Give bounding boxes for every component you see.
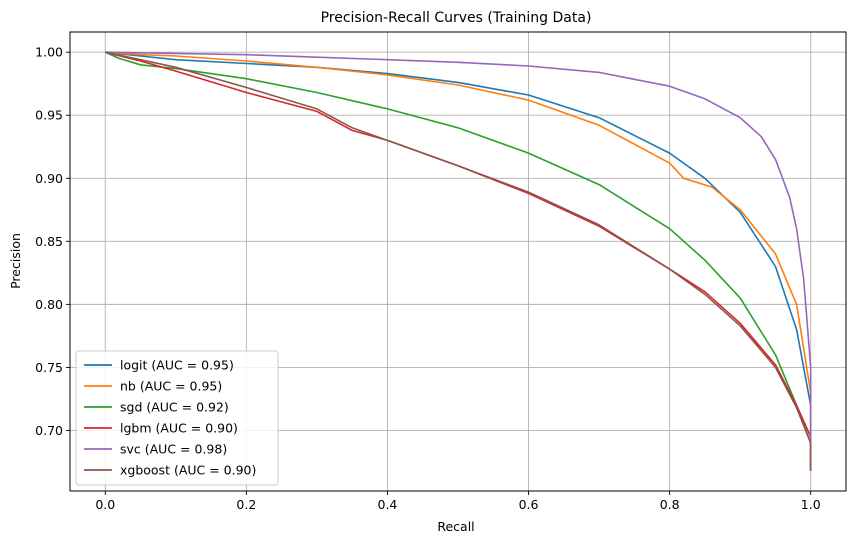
legend-label: logit (AUC = 0.95) [120,358,234,373]
y-tick-label: 0.95 [35,108,63,123]
y-tick-label: 1.00 [35,45,63,60]
x-tick-label: 1.0 [801,497,821,512]
y-tick-label: 0.80 [35,297,63,312]
legend-label: xgboost (AUC = 0.90) [120,463,256,478]
legend: logit (AUC = 0.95) nb (AUC = 0.95) sgd (AU… [75,350,279,486]
series-line-3 [105,51,812,471]
legend-label: svc (AUC = 0.98) [120,442,227,457]
legend-box [75,350,279,486]
series-line-4 [105,51,812,471]
y-tick-label: 0.90 [35,171,63,186]
y-axis-title: Precision [8,233,23,289]
y-tick-label: 0.75 [35,360,63,375]
legend-label: sgd (AUC = 0.92) [120,400,229,415]
x-tick-label: 0.8 [660,497,680,512]
plot-frame [69,31,847,492]
legend-label: nb (AUC = 0.95) [120,379,222,394]
x-tick-label: 0.4 [378,497,398,512]
axis-ticks: 0.0 0.2 0.4 0.6 0.8 1.0 0.70 0.75 0.80 0.85 0.90 0.… [35,45,821,512]
x-axis-title: Recall [437,519,474,534]
legend-label: lgbm (AUC = 0.90) [120,421,238,436]
series-lines [104,51,812,471]
y-tick-label: 0.85 [35,234,63,249]
x-tick-label: 0.2 [236,497,256,512]
x-tick-label: 0.6 [519,497,539,512]
y-tick-label: 0.70 [35,423,63,438]
x-tick-label: 0.0 [95,497,115,512]
series-line-1 [105,51,812,471]
series-line-5 [105,51,812,471]
chart-title: Precision-Recall Curves (Training Data) [321,10,592,26]
series-line-0 [105,51,812,471]
